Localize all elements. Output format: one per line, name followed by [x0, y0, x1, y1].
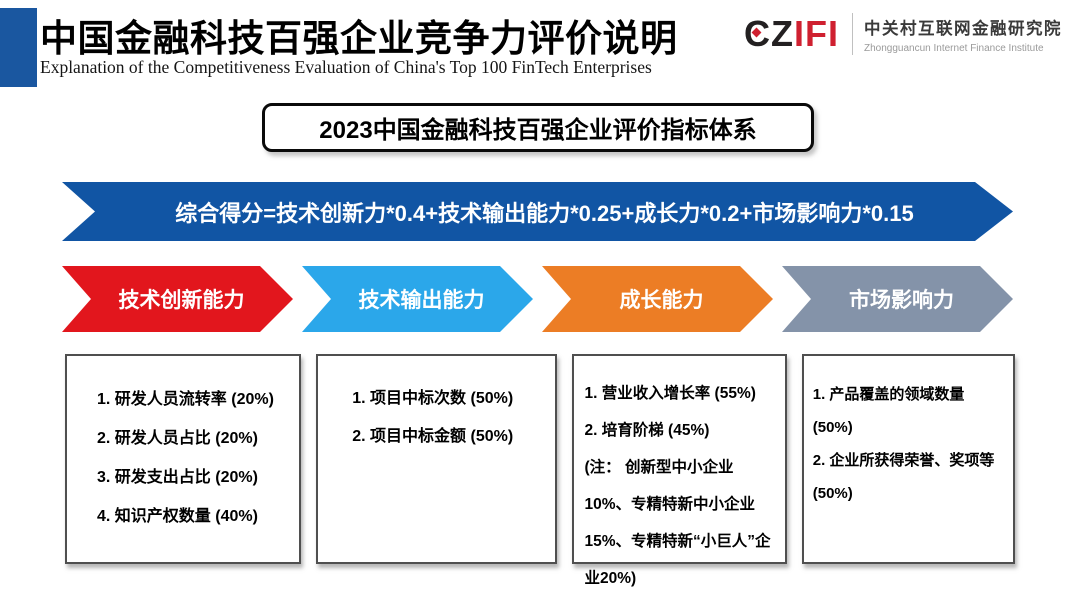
- dimension-arrow-growth: 成长能力: [542, 266, 773, 332]
- formula-text: 综合得分=技术创新力*0.4+技术输出能力*0.25+成长力*0.2+市场影响力…: [175, 200, 914, 226]
- dimension-label: 技术创新能力: [118, 289, 245, 312]
- indicator-item: 1. 产品覆盖的领域数量 (50%): [812, 386, 965, 436]
- indicator-item: 1. 项目中标次数 (50%): [352, 390, 514, 407]
- title-accent-bar: [0, 8, 37, 87]
- dimension-label: 技术输出能力: [358, 289, 485, 312]
- logo-divider: [852, 13, 853, 55]
- dimension-arrow-row: 技术创新能力 技术输出能力 成长能力 市场影响力: [62, 266, 1013, 332]
- logo-wordmark-black: CZ: [744, 13, 794, 54]
- page-subtitle: Explanation of the Competitiveness Evalu…: [40, 57, 652, 77]
- indicator-box-tech-output: 1. 项目中标次数 (50%) 2. 项目中标金额 (50%): [316, 354, 557, 564]
- indicator-box-tech-innovation: 1. 研发人员流转率 (20%) 2. 研发人员占比 (20%) 3. 研发支出…: [65, 354, 302, 564]
- page-title: 中国金融科技百强企业竞争力评价说明: [40, 18, 678, 59]
- indicator-item: 2. 研发人员占比 (20%): [97, 430, 258, 447]
- index-system-title-box: 2023中国金融科技百强企业评价指标体系: [262, 103, 814, 152]
- indicator-box-market-influence: 1. 产品覆盖的领域数量 (50%) 2. 企业所获得荣誉、奖项等 (50%): [801, 354, 1015, 564]
- indicator-item: 1. 研发人员流转率 (20%): [97, 391, 274, 408]
- indicator-box-row: 1. 研发人员流转率 (20%) 2. 研发人员占比 (20%) 3. 研发支出…: [65, 354, 1015, 587]
- logo-org-names: 中关村互联网金融研究院 Zhongguancun Internet Financ…: [864, 15, 1062, 54]
- indicator-item: 2. 企业所获得荣誉、奖项等 (50%): [812, 452, 995, 502]
- indicator-item: 2. 培育阶梯 (45%): [584, 422, 710, 439]
- indicator-item: 2. 项目中标金额 (50%): [352, 428, 514, 445]
- dimension-label: 成长能力: [619, 289, 704, 312]
- index-system-title: 2023中国金融科技百强企业评价指标体系: [319, 117, 757, 144]
- indicator-item: 4. 知识产权数量 (40%): [97, 508, 258, 525]
- logo-wordmark-red: IFI: [794, 13, 839, 54]
- indicator-item: 1. 营业收入增长率 (55%): [584, 385, 756, 402]
- dimension-label: 市场影响力: [849, 289, 954, 312]
- dimension-arrow-market-influence: 市场影响力: [782, 266, 1013, 332]
- dimension-arrow-tech-innovation: 技术创新能力: [62, 266, 293, 332]
- indicator-box-growth: 1. 营业收入增长率 (55%) 2. 培育阶梯 (45%) (注： 创新型中小…: [571, 354, 787, 587]
- org-name-cn: 中关村互联网金融研究院: [864, 19, 1062, 38]
- institute-logo: CZIFI 中关村互联网金融研究院 Zhongguancun Internet …: [744, 13, 1062, 55]
- indicator-item: 3. 研发支出占比 (20%): [97, 469, 258, 486]
- logo-wordmark: CZIFI: [744, 16, 839, 52]
- indicator-item-note: (注： 创新型中小企业10%、专精特新中小企业15%、专精特新“小巨人”企业20…: [584, 459, 771, 587]
- formula-banner: 综合得分=技术创新力*0.4+技术输出能力*0.25+成长力*0.2+市场影响力…: [62, 182, 1013, 241]
- dimension-arrow-tech-output: 技术输出能力: [302, 266, 533, 332]
- org-name-en: Zhongguancun Internet Finance Institute: [864, 42, 1044, 54]
